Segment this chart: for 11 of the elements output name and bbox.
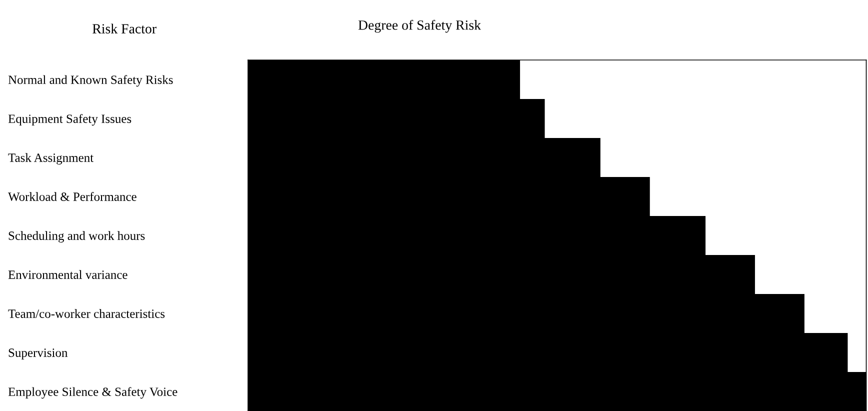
y-tick-label: Normal and Known Safety Risks bbox=[8, 75, 173, 87]
y-tick-label: Team/co-worker characteristics bbox=[8, 309, 165, 318]
y-tick-label: Employee Silence & Safety Voice bbox=[8, 387, 178, 399]
y-tick-label: Scheduling and work hours bbox=[8, 231, 145, 243]
y-tick-label: Task Assignment bbox=[8, 153, 94, 165]
chart-title: Degree of Safety Risk bbox=[358, 20, 482, 33]
y-tick-label: Environmental variance bbox=[8, 270, 128, 279]
y-axis-title: Risk Factor bbox=[92, 24, 156, 34]
y-tick-label: Workload & Performance bbox=[8, 192, 136, 202]
y-tick-label: Supervision bbox=[8, 348, 68, 360]
y-tick-label: Equipment Safety Issues bbox=[8, 114, 132, 126]
